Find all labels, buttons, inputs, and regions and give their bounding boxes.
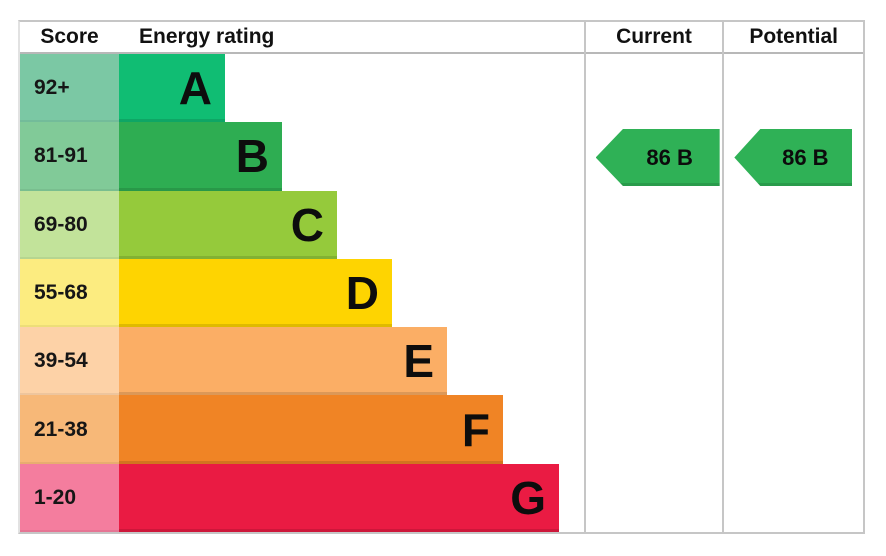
score-range-a: 92+ — [20, 54, 119, 123]
score-range-d: 55-68 — [20, 258, 119, 328]
score-range-g: 1-20 — [20, 463, 119, 532]
rating-bar-a: A — [119, 54, 225, 123]
score-range-e: 39-54 — [20, 327, 119, 396]
current-column: Current 86 B — [583, 22, 723, 532]
band-row-a: 92+ A — [20, 54, 584, 123]
band-row-f: 21-38 F — [20, 395, 584, 464]
energy-rating-header: Energy rating — [139, 25, 275, 48]
grade-letter-b: B — [235, 130, 269, 183]
grade-letter-a: A — [178, 62, 212, 115]
current-rating-arrow: 86 B — [595, 129, 720, 186]
score-header: Score — [40, 25, 99, 48]
potential-column: Potential 86 B — [722, 22, 865, 532]
score-range-b: 81-91 — [20, 122, 119, 191]
band-row-c: 69-80 C — [20, 190, 584, 259]
current-column-body: 86 B — [586, 54, 723, 532]
rating-bar-g: G — [119, 463, 559, 532]
potential-rating-value: 86 B — [782, 144, 829, 170]
rating-bar-c: C — [119, 190, 337, 259]
rating-bar-d: D — [119, 258, 392, 328]
band-row-g: 1-20 G — [20, 463, 584, 532]
grade-letter-f: F — [461, 403, 490, 456]
current-header: Current — [585, 22, 723, 54]
scale-header-row: Score Energy rating — [20, 22, 584, 54]
grade-letter-c: C — [290, 198, 324, 251]
rating-bands: 92+ A 81-91 B 69-80 C 55-68 D 39-54 E 21… — [20, 54, 584, 532]
potential-header: Potential — [724, 22, 863, 54]
band-row-b: 81-91 B — [20, 122, 584, 191]
grade-letter-e: E — [403, 335, 434, 388]
rating-bar-f: F — [119, 395, 503, 464]
epc-rating-chart: Score Energy rating 92+ A 81-91 B 69-80 … — [18, 20, 865, 534]
score-range-c: 69-80 — [20, 190, 119, 259]
rating-bar-e: E — [119, 327, 447, 396]
band-row-d: 55-68 D — [20, 258, 584, 328]
score-range-f: 21-38 — [20, 395, 119, 464]
potential-column-body: 86 B — [724, 54, 863, 532]
current-rating-value: 86 B — [646, 144, 693, 170]
grade-letter-d: D — [345, 266, 379, 319]
grade-letter-g: G — [510, 471, 546, 524]
potential-rating-arrow: 86 B — [734, 129, 853, 186]
rating-bar-b: B — [119, 122, 282, 191]
rating-scale-column: Score Energy rating 92+ A 81-91 B 69-80 … — [20, 22, 584, 532]
band-row-e: 39-54 E — [20, 327, 584, 396]
